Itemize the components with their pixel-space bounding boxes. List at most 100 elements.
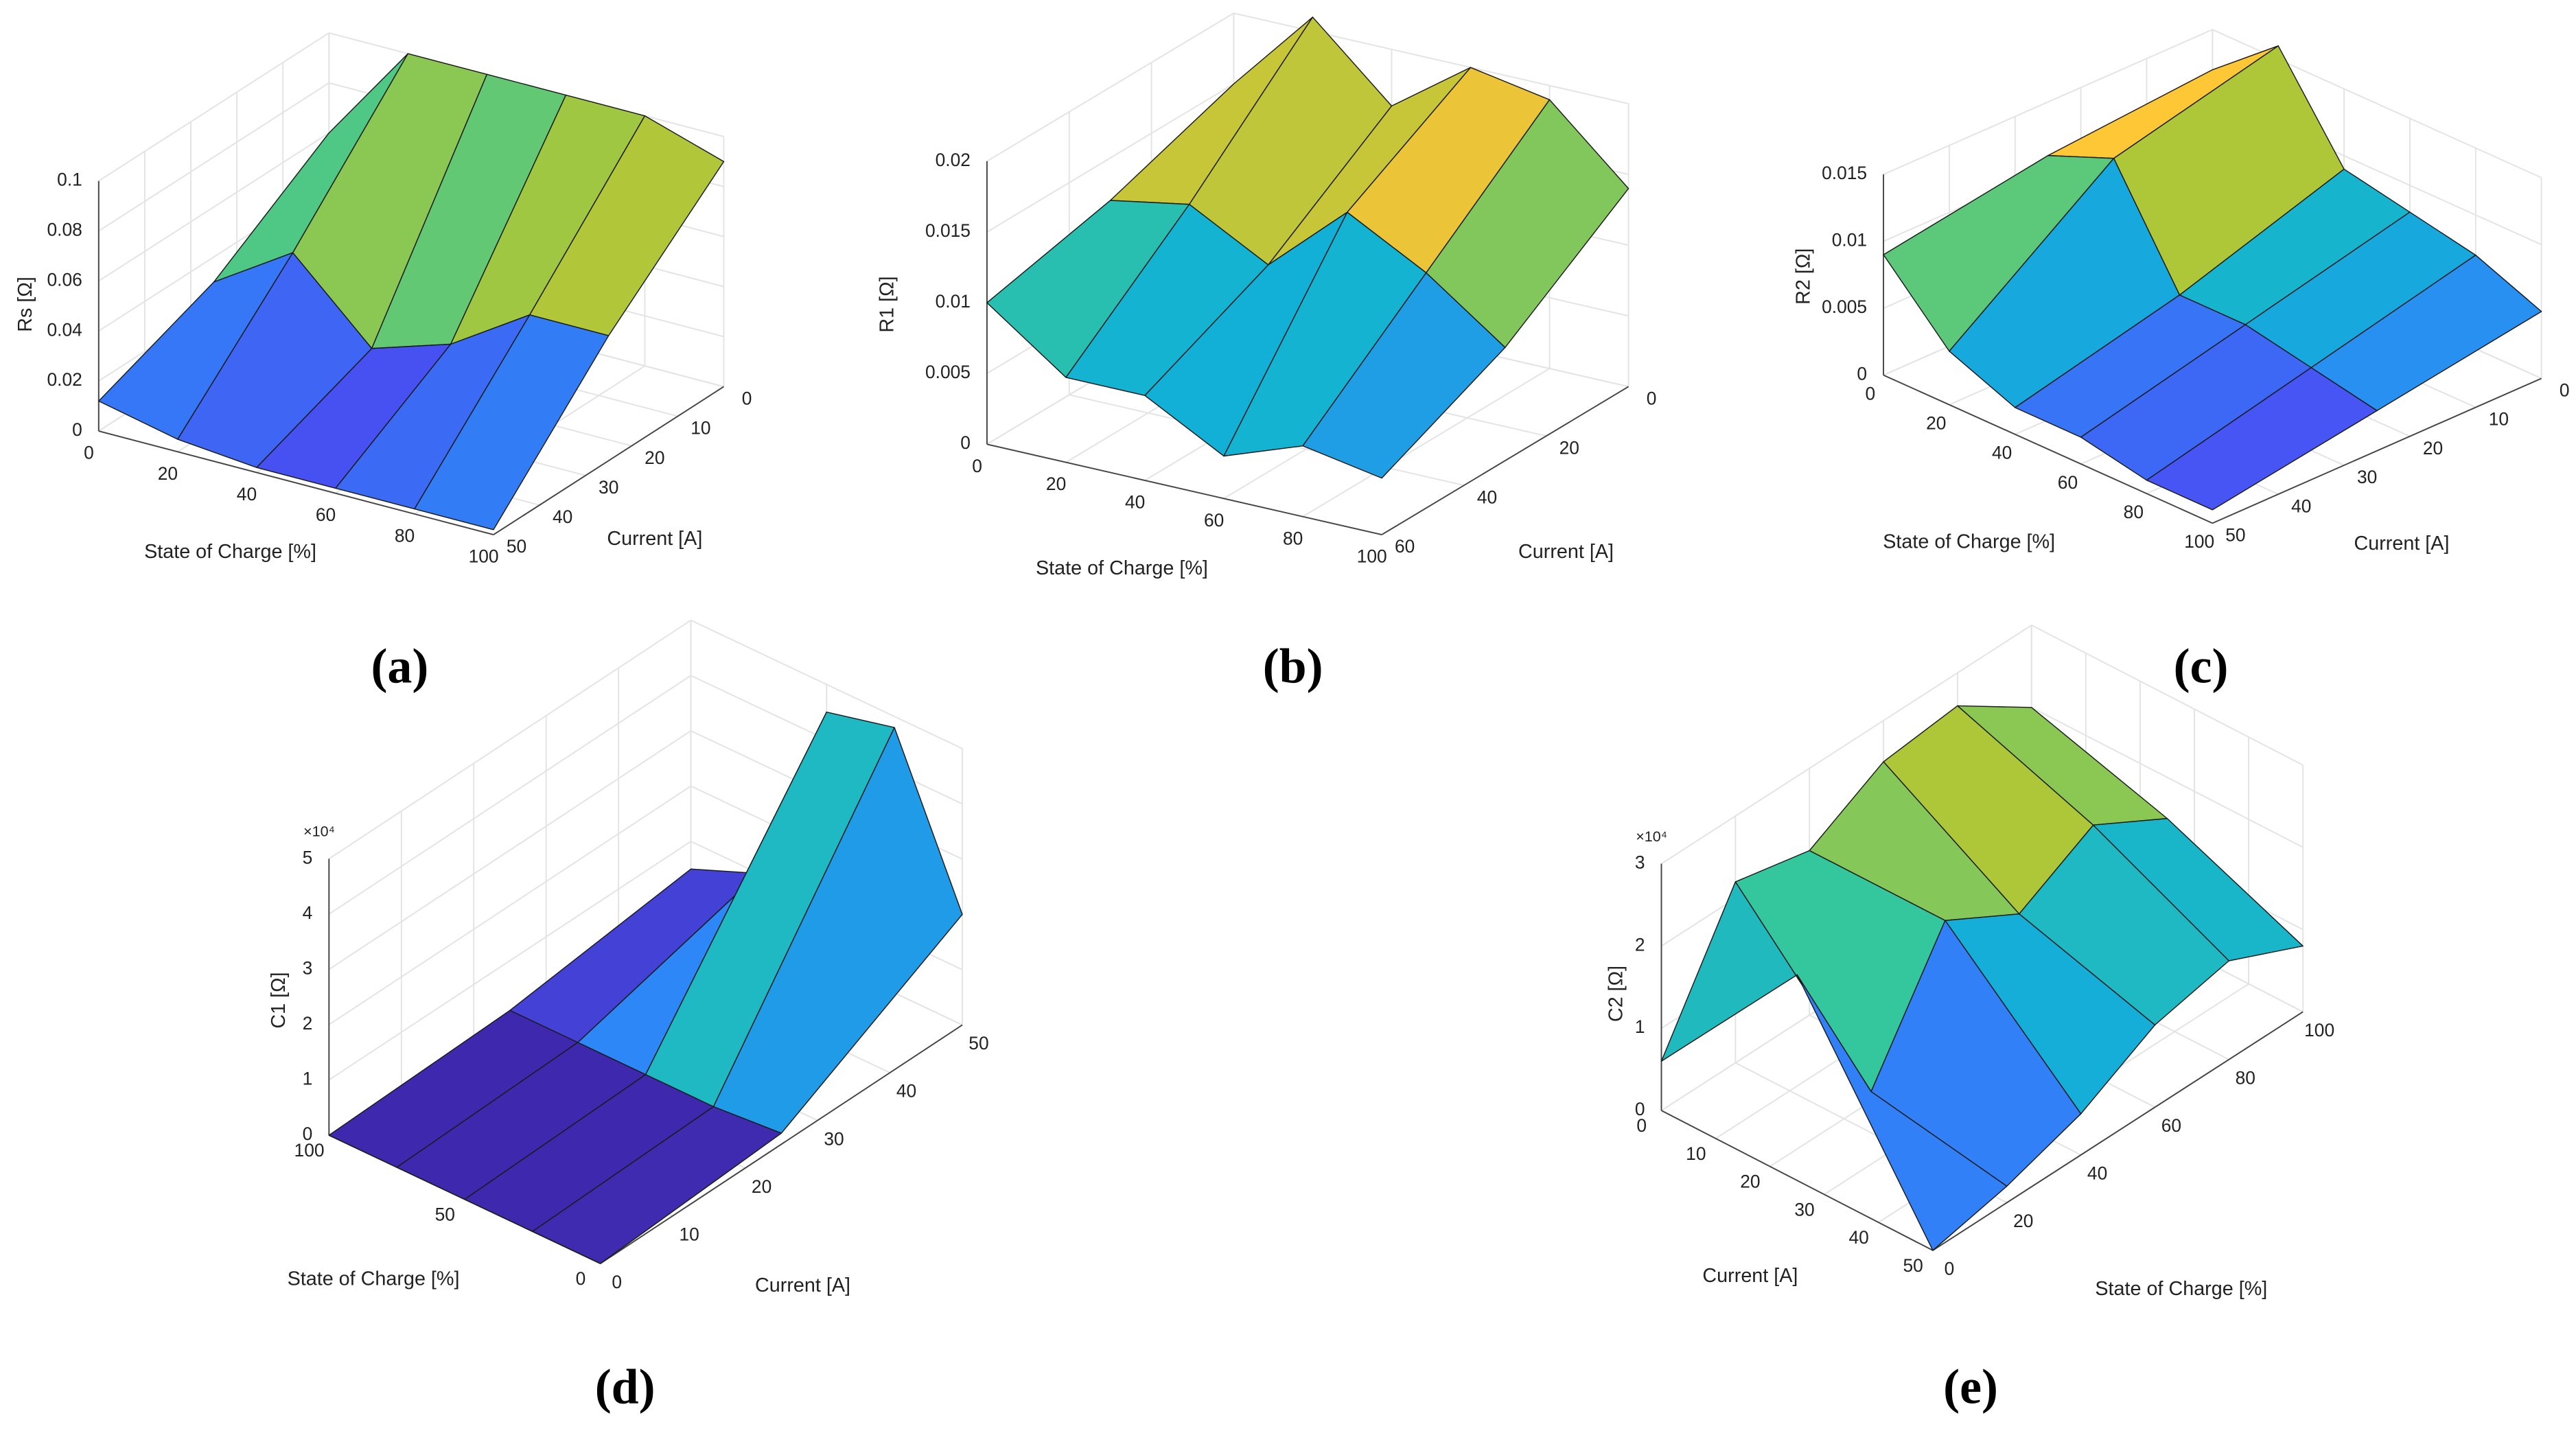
surface-chart: 0 20 40 60 80 100 0 20 40 60 0 0.005 0.01 0.015 0.02 St… xyxy=(877,12,1657,694)
y-tick-label: 20 xyxy=(1559,437,1579,458)
x-tick-label: 40 xyxy=(2087,1163,2107,1184)
x-tick-label: 0 xyxy=(1945,1259,1955,1279)
x-tick-label: 40 xyxy=(237,484,257,504)
y-axis-label: Current [A] xyxy=(1518,541,1614,563)
x-axis xyxy=(1883,374,2213,524)
y-tick-label: 40 xyxy=(2291,496,2311,516)
z-tick-label: 0.015 xyxy=(1822,163,1867,183)
x-tick-label: 50 xyxy=(435,1204,455,1225)
x-axis-label: State of Charge [%] xyxy=(144,541,316,563)
z-tick-label: 0.01 xyxy=(1832,230,1867,251)
x-tick-label: 60 xyxy=(2058,472,2078,493)
z-tick-label: 0.02 xyxy=(47,369,82,390)
x-tick-label: 80 xyxy=(395,525,415,546)
x-tick-label: 0 xyxy=(972,456,982,476)
panel-label: (a) xyxy=(371,639,428,694)
surface-chart: 0 20 40 60 80 100 0 10 20 30 40 50 0 0.005 0.01 0.015 St… xyxy=(1793,29,2570,694)
y-tick-label: 30 xyxy=(2357,467,2377,487)
y-axis-label: Current [A] xyxy=(2354,533,2449,555)
y-tick-label: 30 xyxy=(824,1128,844,1149)
grid-line xyxy=(691,619,963,749)
z-axis-label: R2 [Ω] xyxy=(1793,248,1815,305)
y-axis xyxy=(493,386,725,535)
x-tick-label: 100 xyxy=(2304,1020,2334,1040)
z-tick-label: 4 xyxy=(303,902,313,923)
y-tick-label: 50 xyxy=(507,536,526,557)
z-axis-label: Rs [Ω] xyxy=(14,277,36,332)
surface-chart: 0 20 40 60 80 100 0 10 20 30 40 50 0 1 2 3 ×10⁴ State of … xyxy=(1605,625,2334,1414)
grid-line xyxy=(98,82,329,232)
z-tick-label: 0.005 xyxy=(925,362,971,382)
y-axis-label: Current [A] xyxy=(607,528,702,550)
y-tick-label: 40 xyxy=(1848,1227,1868,1248)
grid-line xyxy=(1660,625,2032,865)
y-tick-label: 0 xyxy=(742,388,752,408)
y-tick-label: 30 xyxy=(599,477,618,498)
y-tick-label: 0 xyxy=(1636,1115,1647,1136)
grid-line xyxy=(328,841,692,1081)
grid-line xyxy=(98,132,329,282)
y-tick-label: 40 xyxy=(553,506,572,527)
x-tick-label: 20 xyxy=(158,463,178,484)
x-tick-label: 0 xyxy=(576,1268,586,1289)
y-tick-label: 10 xyxy=(2489,409,2509,430)
y-tick-label: 60 xyxy=(1395,536,1415,557)
x-tick-label: 60 xyxy=(2161,1115,2181,1136)
y-tick-label: 40 xyxy=(1477,487,1497,507)
x-tick-label: 80 xyxy=(2236,1068,2255,1088)
y-axis-label: Current [A] xyxy=(1702,1265,1798,1287)
y-tick-label: 50 xyxy=(968,1033,988,1053)
y-tick-label: 50 xyxy=(1903,1255,1923,1276)
x-tick-label: 100 xyxy=(294,1140,325,1161)
x-tick-label: 40 xyxy=(1992,443,2012,463)
surface-chart: 0 20 40 60 80 100 0 10 20 30 40 50 0 0.02 0.04 0.06 0.08… xyxy=(14,32,752,694)
x-tick-label: 20 xyxy=(1046,474,1066,494)
z-tick-label: 0.04 xyxy=(47,319,82,340)
x-tick-label: 20 xyxy=(1926,412,1946,433)
y-tick-label: 10 xyxy=(1686,1143,1706,1164)
grid-line xyxy=(328,675,692,915)
z-tick-label: 0 xyxy=(303,1123,313,1144)
grid-line xyxy=(2031,625,2304,766)
y-tick-label: 40 xyxy=(896,1081,916,1102)
surface-cell xyxy=(1302,272,1506,479)
y-tick-label: 10 xyxy=(691,418,710,439)
z-tick-label: 0.06 xyxy=(47,269,82,290)
grid-line xyxy=(986,83,1234,233)
z-tick-label: 0.01 xyxy=(936,291,971,312)
y-tick-label: 0 xyxy=(2560,380,2570,401)
surface-cell xyxy=(1796,974,2008,1251)
y-tick-label: 10 xyxy=(679,1224,699,1244)
x-tick-label: 60 xyxy=(1204,510,1224,531)
x-tick-label: 0 xyxy=(84,443,94,463)
grid-line xyxy=(328,785,692,1025)
grid-line xyxy=(986,12,1234,162)
y-axis xyxy=(600,1024,963,1264)
y-tick-label: 30 xyxy=(1794,1199,1814,1220)
x-tick-label: 40 xyxy=(1125,492,1145,513)
x-axis-label: State of Charge [%] xyxy=(1036,557,1208,579)
z-axis-label: R1 [Ω] xyxy=(877,276,898,332)
y-tick-label: 0 xyxy=(612,1272,622,1292)
x-tick-label: 80 xyxy=(1283,528,1303,548)
z-tick-label: 1 xyxy=(1635,1016,1645,1037)
x-axis xyxy=(1932,1011,2304,1251)
panel-label: (e) xyxy=(1943,1360,1998,1414)
y-tick-label: 0 xyxy=(1647,388,1657,408)
z-tick-label: 0 xyxy=(1857,364,1867,384)
z-axis-label: C1 [Ω] xyxy=(268,972,290,1028)
x-tick-label: 100 xyxy=(2184,531,2214,552)
x-axis-label: State of Charge [%] xyxy=(2095,1278,2267,1300)
panel-label: (d) xyxy=(595,1360,655,1414)
x-tick-label: 20 xyxy=(2013,1211,2033,1231)
z-tick-label: 3 xyxy=(303,957,313,978)
surface-cell xyxy=(532,1106,782,1264)
y-tick-label: 20 xyxy=(2423,438,2443,458)
x-tick-label: 100 xyxy=(1357,546,1387,567)
x-tick-label: 100 xyxy=(469,546,499,567)
y-axis xyxy=(1381,386,1629,535)
z-tick-label: 0.015 xyxy=(925,220,971,241)
